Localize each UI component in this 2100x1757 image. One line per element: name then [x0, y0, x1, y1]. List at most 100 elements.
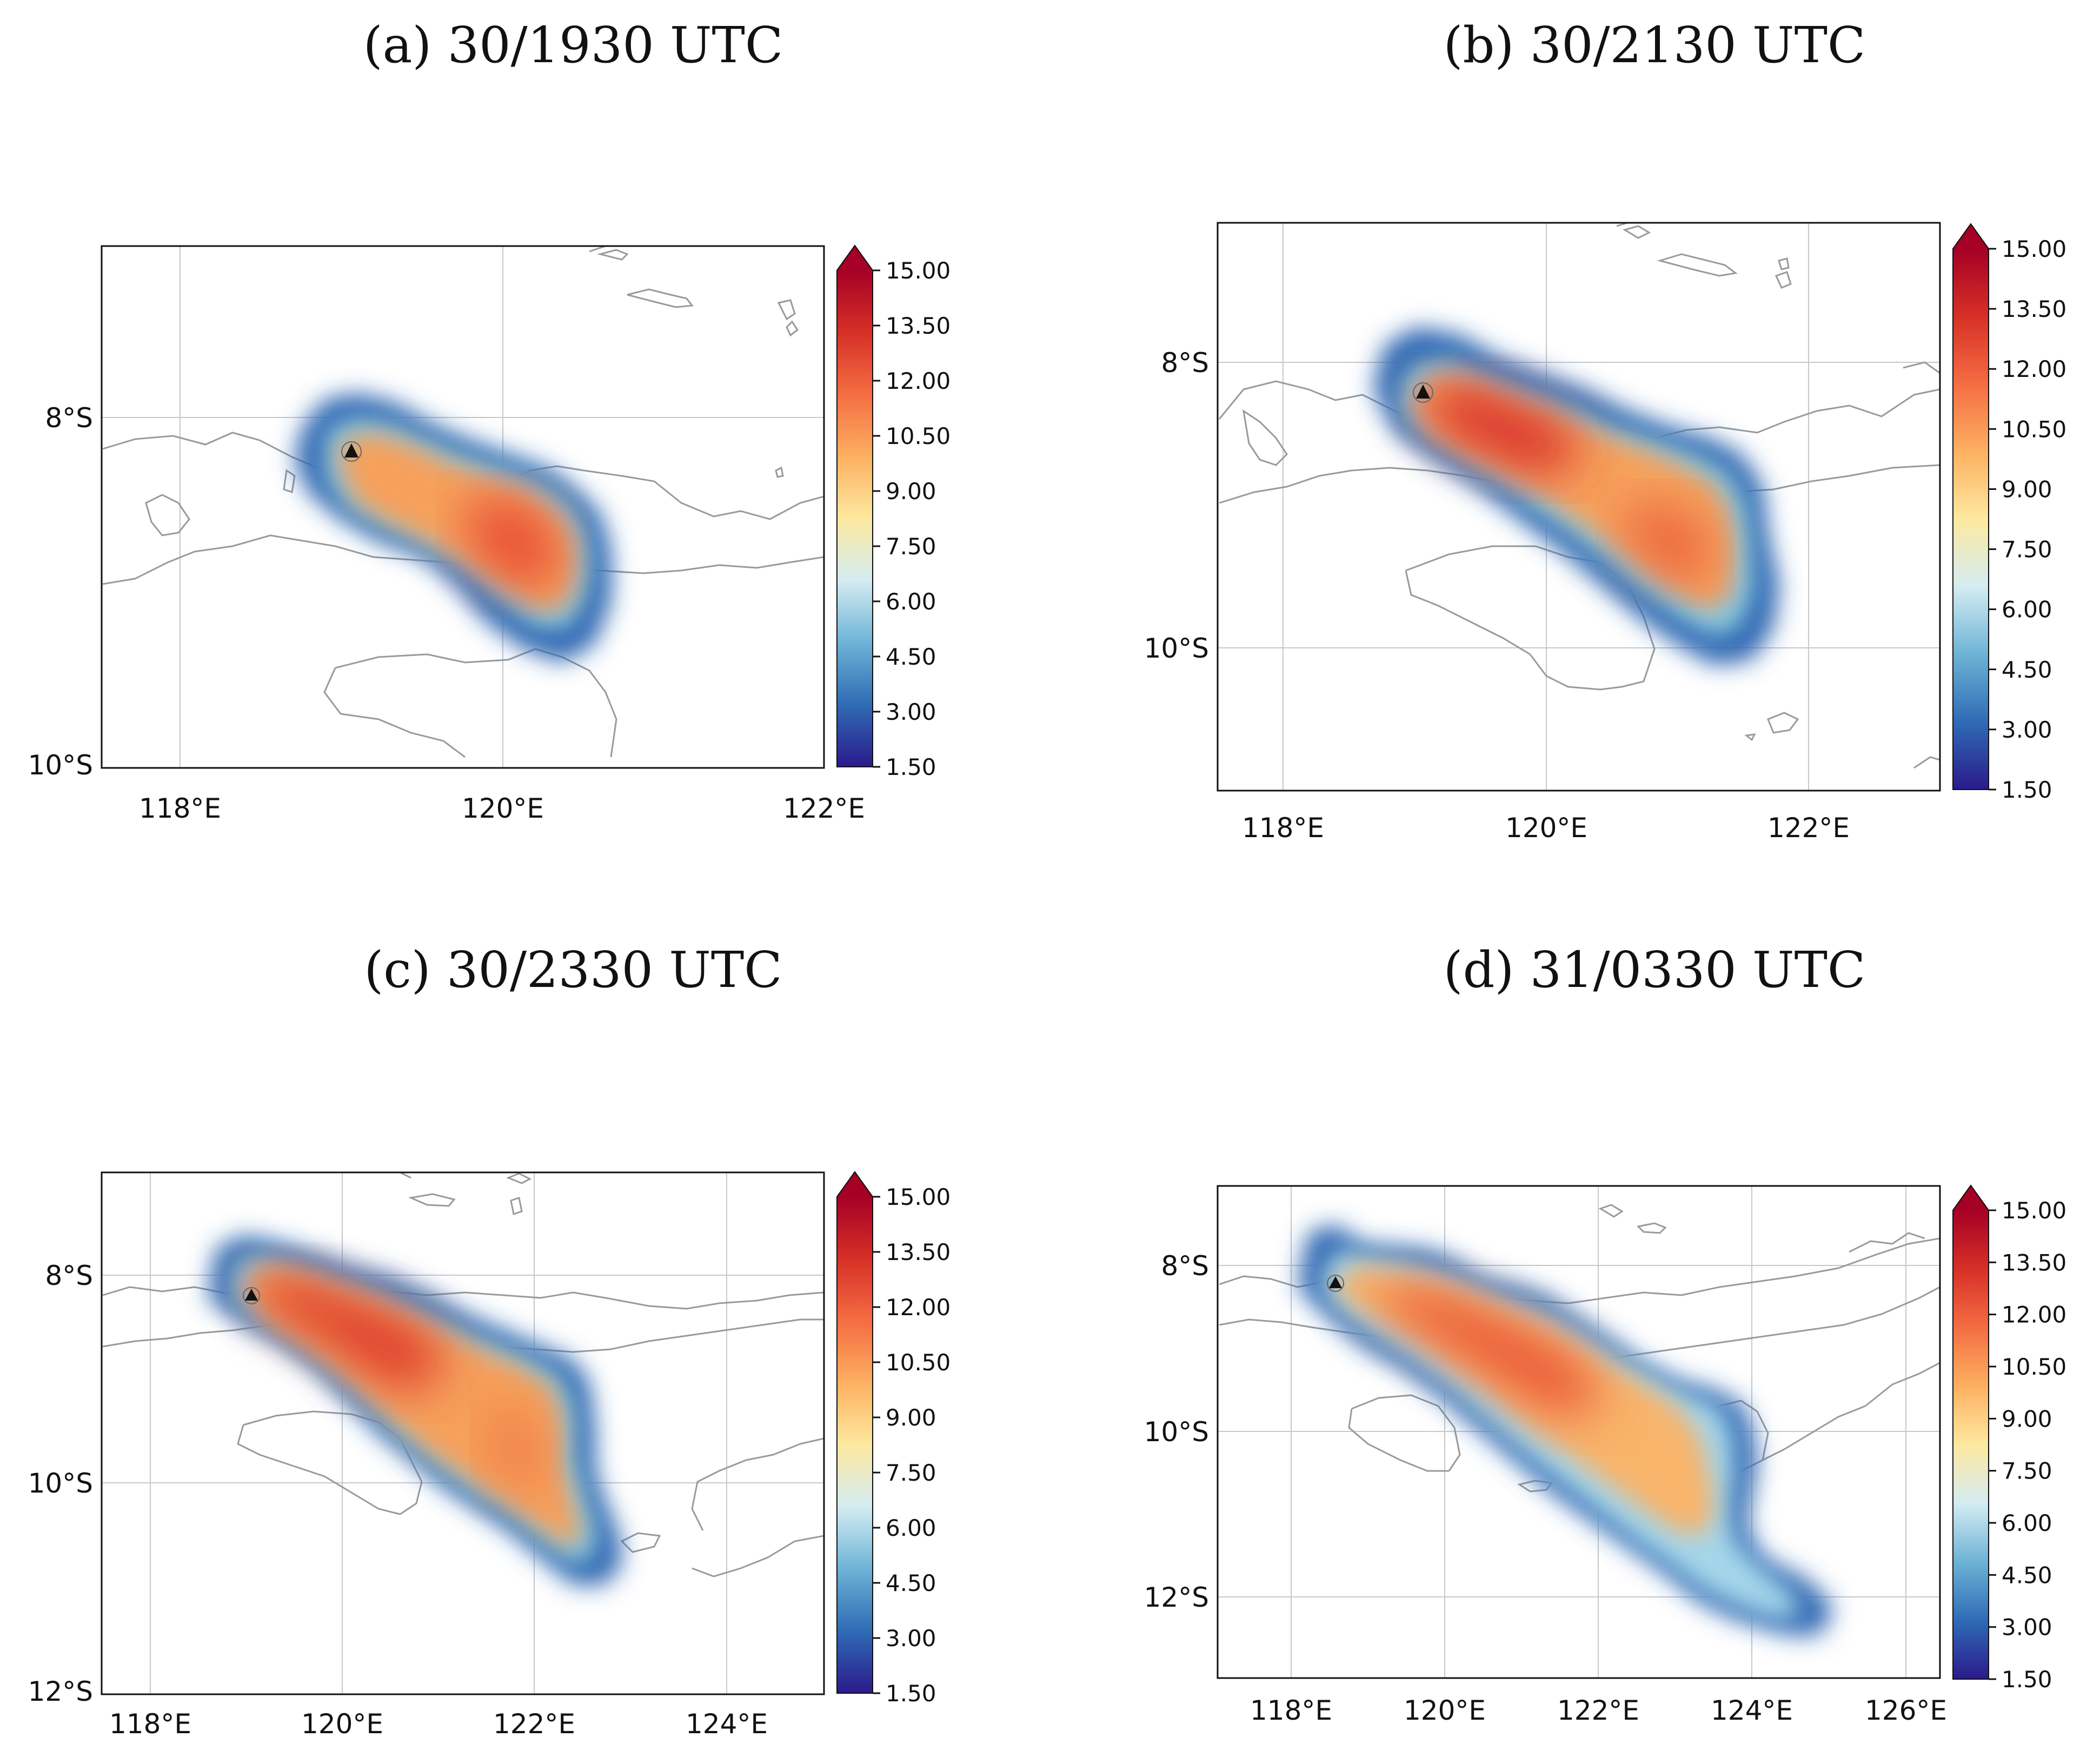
lat-label: 8°S [1161, 347, 1209, 379]
lon-label: 118°E [1242, 812, 1324, 844]
lon-label: 120°E [301, 1708, 383, 1740]
ash-plume [295, 394, 611, 662]
triangle-icon [245, 1289, 258, 1301]
volcano-marker [243, 1287, 260, 1304]
panel-c-map: 8°S 10°S 12°S 118°E 120°E 122°E 124°E 15… [28, 1171, 951, 1740]
lat-label: 10°S [28, 1468, 93, 1499]
colorbar-tick-label: 7.50 [886, 1460, 936, 1486]
colorbar-tick-label: 3.00 [886, 1625, 936, 1652]
colorbar-tick-label: 9.00 [2002, 476, 2052, 502]
colorbar-tick-label: 6.00 [2002, 1510, 2052, 1536]
panel-a-map: 8°S 10°S 118°E 120°E 122°E 15.00 13.50 12.… [28, 244, 951, 824]
colorbar-tick-label: 4.50 [886, 1570, 936, 1596]
colorbar-tick-label: 12.00 [2002, 356, 2066, 382]
lat-label: 8°S [45, 402, 93, 434]
map-frame [1217, 222, 1941, 792]
colorbar-tick-label: 15.00 [886, 257, 951, 284]
colorbar-tick-label: 12.00 [886, 368, 951, 394]
lat-label: 12°S [1144, 1582, 1209, 1613]
lon-label: 122°E [493, 1708, 575, 1740]
colorbar-gradient [837, 1197, 873, 1693]
colorbar-tick-label: 13.50 [2002, 296, 2066, 322]
colorbar-tick-label: 7.50 [2002, 536, 2052, 563]
lat-labels: 8°S 10°S 12°S [1144, 1250, 1209, 1613]
colorbar-tick-label: 4.50 [886, 644, 936, 670]
colorbar-gradient [1953, 249, 1989, 790]
triangle-icon [344, 443, 358, 458]
colorbar-tick-label: 6.00 [886, 1515, 936, 1541]
colorbar-tick-label: 9.00 [886, 478, 936, 505]
lat-label: 10°S [1144, 633, 1209, 664]
lon-label: 118°E [139, 793, 221, 824]
colorbar-gradient [837, 270, 873, 767]
triangle-icon [1329, 1276, 1342, 1288]
lat-label: 10°S [28, 750, 93, 781]
volcano-marker [1327, 1275, 1344, 1292]
map-frame [101, 245, 825, 769]
panel-d-title: (d) 31/0330 UTC [1443, 941, 1866, 999]
ash-plume [208, 1236, 622, 1584]
colorbar: 15.00 13.50 12.00 10.50 9.00 7.50 6.00 4.50 3.00… [1952, 223, 2066, 803]
colorbar-tick-label: 1.50 [2002, 1666, 2052, 1693]
panel-b-map: 8°S 10°S 118°E 120°E 122°E 15.00 13.50 12.… [1144, 222, 2066, 844]
map-frame [101, 1171, 825, 1695]
lon-label: 124°E [1711, 1695, 1793, 1726]
map-frame [1217, 1185, 1941, 1679]
lat-label: 12°S [28, 1676, 93, 1707]
lat-labels: 8°S 10°S [1144, 347, 1209, 664]
lon-label: 118°E [109, 1708, 191, 1740]
colorbar-extend-arrow [837, 1172, 873, 1197]
ash-plume [1373, 327, 1779, 665]
lat-label: 8°S [1161, 1250, 1209, 1282]
lon-label: 120°E [1505, 812, 1587, 844]
colorbar-tick-label: 15.00 [2002, 1197, 2066, 1224]
lat-label: 10°S [1144, 1416, 1209, 1448]
colorbar-tick-label: 9.00 [2002, 1405, 2052, 1432]
colorbar: 15.00 13.50 12.00 10.50 9.00 7.50 6.00 4.50 3.00… [836, 244, 951, 780]
lat-labels: 8°S 10°S [28, 402, 93, 781]
lon-label: 120°E [462, 793, 544, 824]
volcano-marker [341, 441, 362, 462]
colorbar-gradient [1953, 1210, 1989, 1679]
panel-b-title: (b) 30/2130 UTC [1443, 16, 1866, 74]
lon-labels: 118°E 120°E 122°E [139, 793, 865, 824]
colorbar-tick-label: 3.00 [2002, 717, 2052, 743]
colorbar-tick-label: 13.50 [886, 313, 951, 339]
colorbar-tick-label: 10.50 [2002, 416, 2066, 442]
lat-label: 8°S [45, 1260, 93, 1291]
colorbar-tick-label: 1.50 [886, 1680, 936, 1707]
colorbar-tick-label: 3.00 [2002, 1614, 2052, 1641]
colorbar: 15.00 13.50 12.00 10.50 9.00 7.50 6.00 4.50 3.00… [1952, 1184, 2066, 1693]
colorbar-tick-label: 12.00 [2002, 1302, 2066, 1328]
colorbar-tick-label: 15.00 [886, 1184, 951, 1210]
lon-label: 126°E [1865, 1695, 1947, 1726]
colorbar-tick-label: 6.00 [2002, 596, 2052, 623]
colorbar-tick-label: 1.50 [2002, 777, 2052, 803]
colorbar-tick-label: 10.50 [2002, 1354, 2066, 1380]
triangle-icon [1416, 384, 1430, 399]
colorbar-tick-label: 1.50 [886, 754, 936, 780]
colorbar-tick-label: 7.50 [886, 533, 936, 560]
ash-plume [1298, 1225, 1833, 1636]
lon-labels: 118°E 120°E 122°E 124°E [109, 1708, 768, 1740]
colorbar-tick-label: 3.00 [886, 699, 936, 725]
lon-label: 122°E [1767, 812, 1850, 844]
colorbar-extend-arrow [1953, 1185, 1989, 1210]
colorbar-tick-label: 9.00 [886, 1404, 936, 1431]
lat-labels: 8°S 10°S 12°S [28, 1260, 93, 1707]
colorbar-tick-label: 4.50 [2002, 657, 2052, 683]
lon-label: 124°E [686, 1708, 768, 1740]
lon-labels: 118°E 120°E 122°E [1242, 812, 1850, 844]
panel-d-map: 8°S 10°S 12°S 118°E 120°E 122°E 124°E 12… [1144, 1184, 2066, 1726]
colorbar-tick-label: 13.50 [886, 1239, 951, 1265]
lon-label: 122°E [1557, 1695, 1639, 1726]
panel-a-title: (a) 30/1930 UTC [363, 16, 783, 74]
lon-label: 118°E [1250, 1695, 1332, 1726]
colorbar-tick-label: 6.00 [886, 588, 936, 615]
lon-label: 120°E [1404, 1695, 1486, 1726]
colorbar-tick-label: 15.00 [2002, 236, 2066, 262]
lon-label: 122°E [783, 793, 865, 824]
colorbar: 15.00 13.50 12.00 10.50 9.00 7.50 6.00 4.50 3.00… [836, 1171, 951, 1707]
colorbar-extend-arrow [1953, 224, 1989, 249]
